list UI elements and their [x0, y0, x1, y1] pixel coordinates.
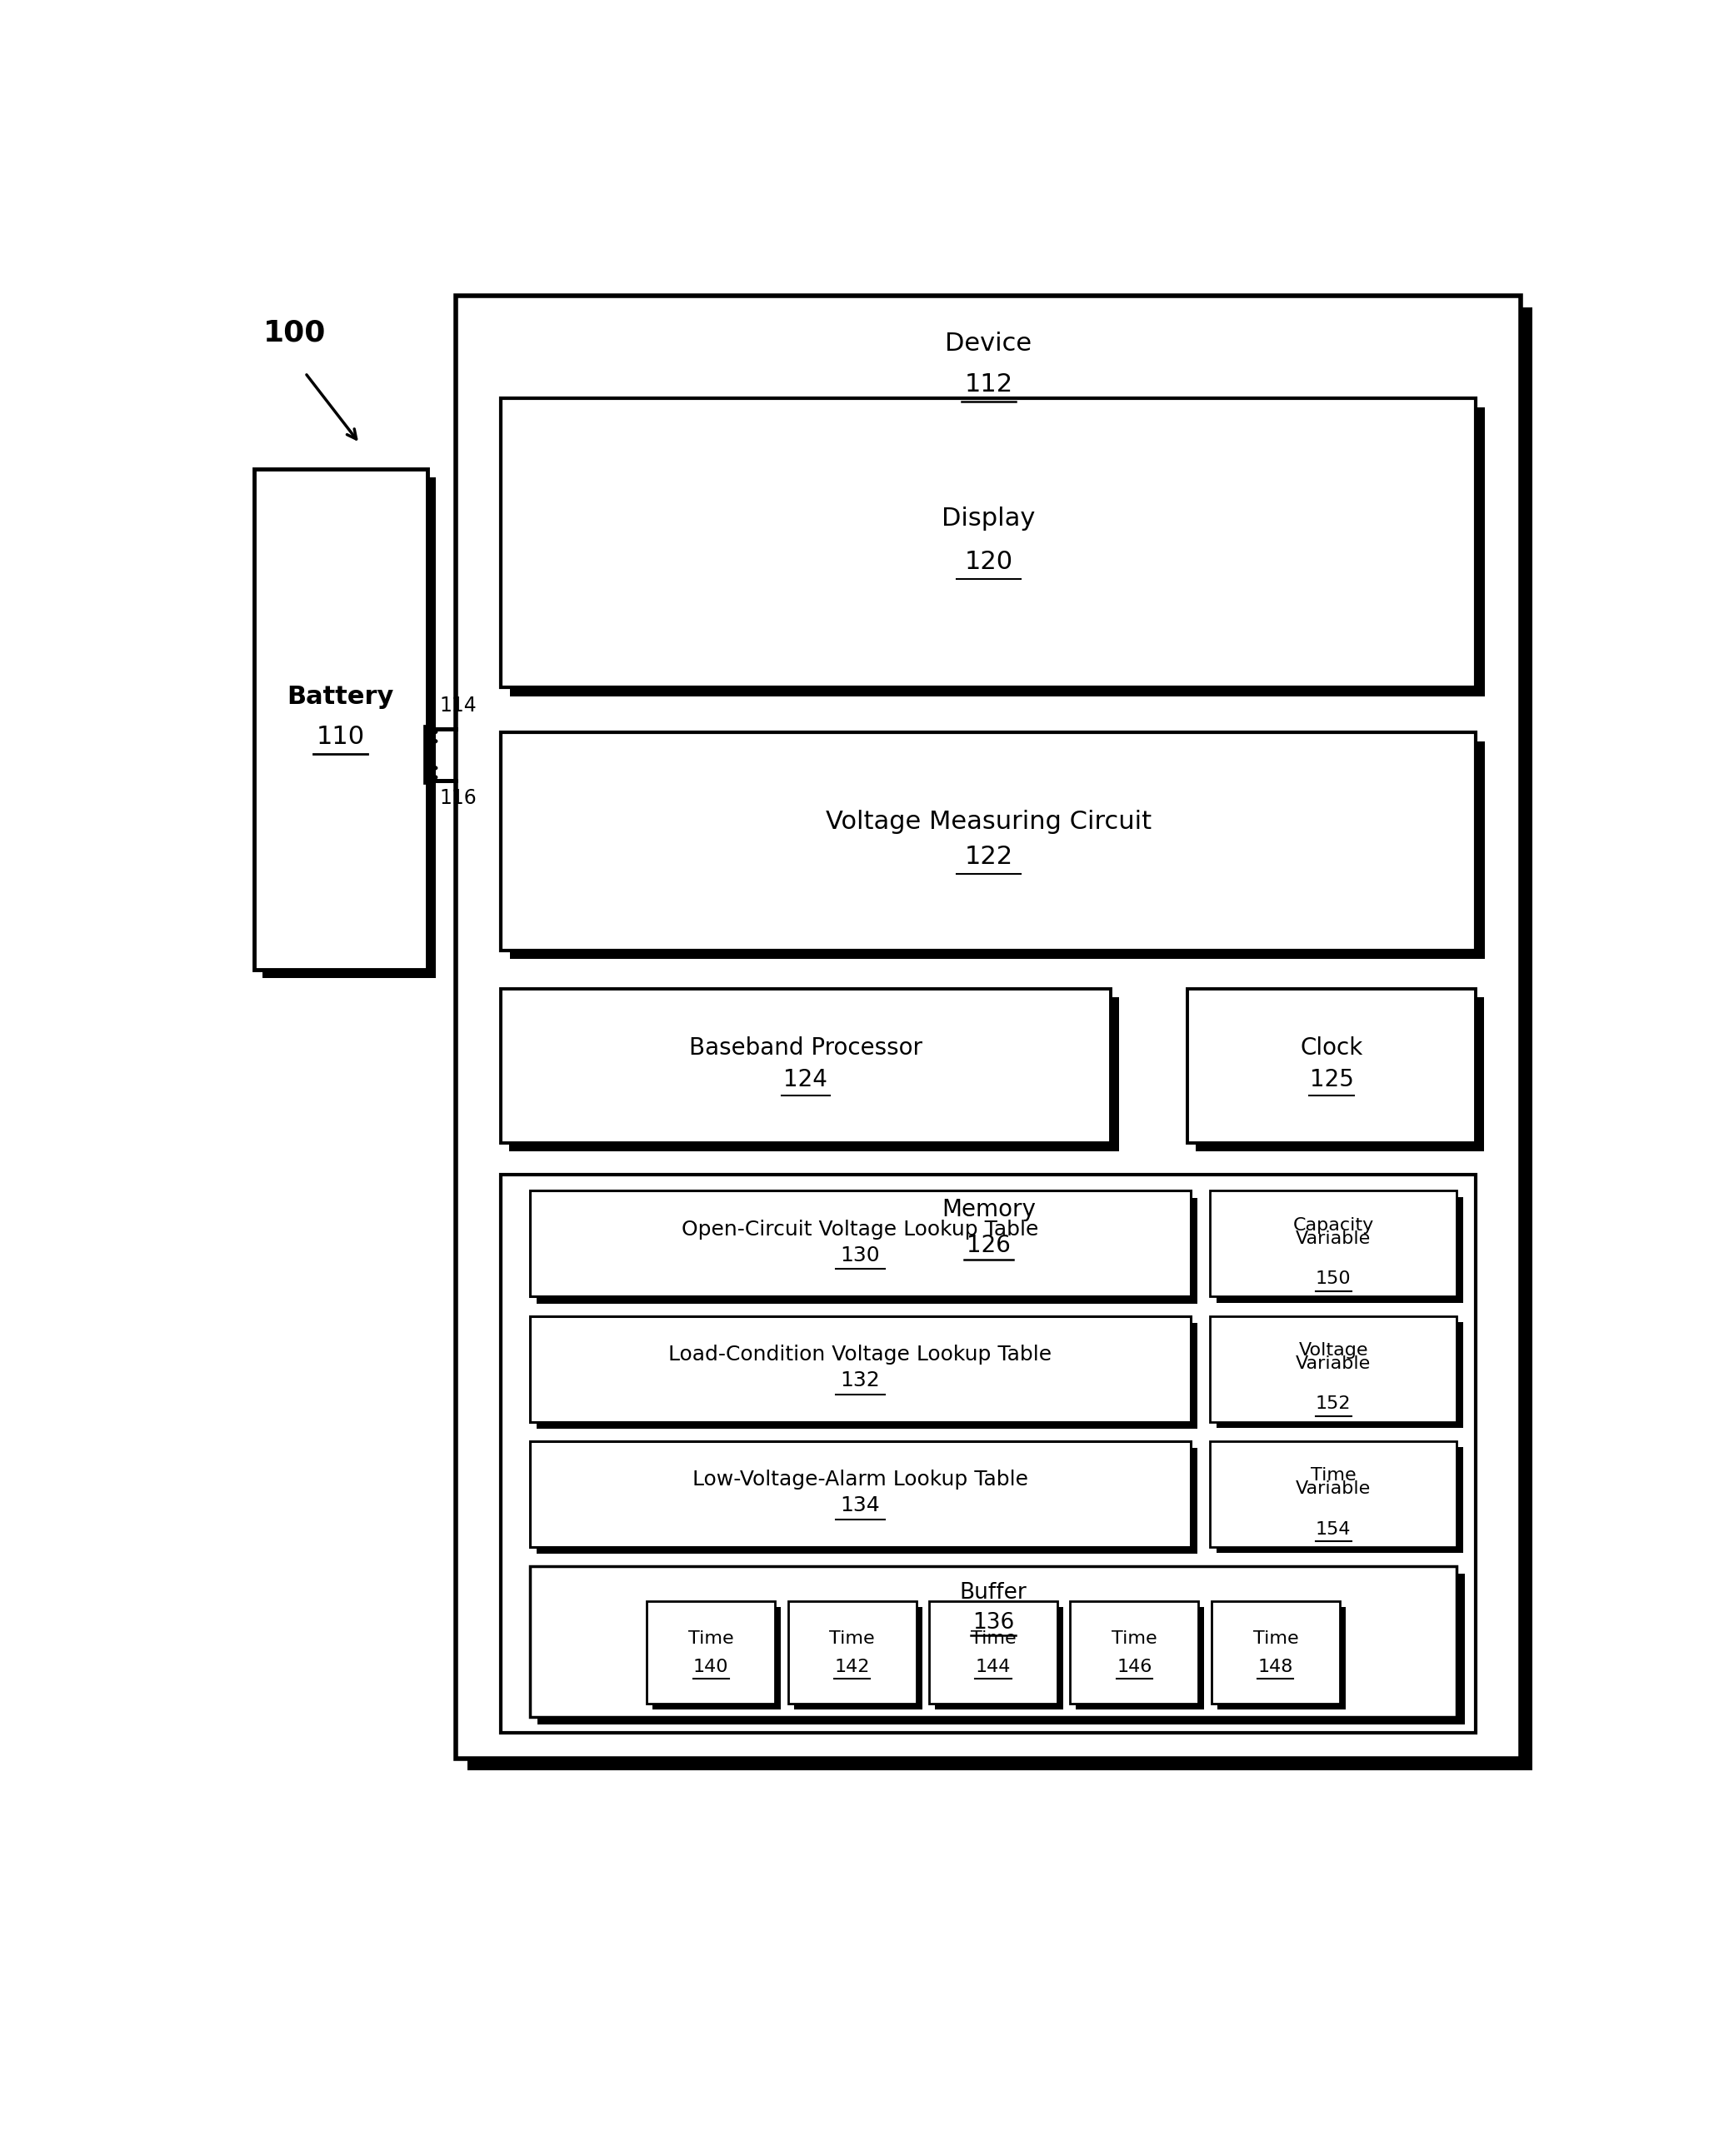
Text: 112: 112 [965, 373, 1013, 397]
Bar [511, 1184, 1486, 1742]
Bar [538, 1574, 1464, 1725]
Text: 146: 146 [1118, 1658, 1152, 1675]
Text: 148: 148 [1258, 1658, 1294, 1675]
Bar [1210, 1440, 1457, 1546]
Text: 144: 144 [975, 1658, 1011, 1675]
Bar [646, 1602, 775, 1703]
Text: 130: 130 [840, 1246, 879, 1266]
Bar [456, 295, 1520, 1759]
Bar [929, 1602, 1058, 1703]
Bar [500, 1175, 1476, 1733]
Bar [1196, 996, 1484, 1151]
Bar [1210, 1190, 1457, 1296]
Bar [500, 990, 1111, 1143]
Text: Memory: Memory [941, 1199, 1035, 1222]
Text: 134: 134 [840, 1496, 879, 1516]
Bar [1217, 1322, 1464, 1427]
Text: 140: 140 [692, 1658, 728, 1675]
Bar [934, 1606, 1063, 1710]
Text: 124: 124 [783, 1067, 828, 1091]
Bar [1217, 1606, 1345, 1710]
Text: Low-Voltage-Alarm Lookup Table: Low-Voltage-Alarm Lookup Table [692, 1470, 1028, 1490]
Bar [530, 1315, 1191, 1421]
Bar [1217, 1447, 1464, 1552]
Text: 125: 125 [1309, 1067, 1354, 1091]
Text: 142: 142 [835, 1658, 869, 1675]
Bar [536, 1449, 1198, 1554]
Text: Variable: Variable [1296, 1481, 1371, 1496]
Bar [530, 1190, 1191, 1296]
Bar [468, 308, 1532, 1770]
Text: Variable: Variable [1296, 1356, 1371, 1371]
Bar [1217, 1197, 1464, 1302]
Text: 136: 136 [972, 1613, 1015, 1634]
Bar [262, 476, 435, 979]
Text: 126: 126 [967, 1233, 1011, 1257]
Text: 152: 152 [1316, 1395, 1351, 1412]
Bar [509, 996, 1119, 1151]
Text: 110: 110 [315, 724, 365, 750]
Text: Battery: Battery [286, 686, 394, 709]
Text: Time: Time [689, 1630, 734, 1647]
Text: Display: Display [941, 507, 1035, 530]
Bar [530, 1440, 1191, 1546]
Text: 114: 114 [440, 696, 476, 716]
Text: Time: Time [1253, 1630, 1297, 1647]
Text: 122: 122 [965, 845, 1013, 869]
Text: 150: 150 [1316, 1270, 1351, 1287]
Bar [1188, 990, 1476, 1143]
Text: Load-Condition Voltage Lookup Table: Load-Condition Voltage Lookup Table [668, 1345, 1052, 1365]
Text: Buffer: Buffer [960, 1583, 1027, 1604]
Text: Open-Circuit Voltage Lookup Table: Open-Circuit Voltage Lookup Table [682, 1220, 1039, 1240]
Text: Time: Time [1311, 1468, 1356, 1483]
Bar [653, 1606, 782, 1710]
Text: Time: Time [830, 1630, 874, 1647]
Bar [788, 1602, 917, 1703]
Text: Baseband Processor: Baseband Processor [689, 1037, 922, 1059]
Bar [500, 399, 1476, 688]
Text: Voltage: Voltage [1299, 1343, 1368, 1358]
Bar [1076, 1606, 1205, 1710]
Bar [1070, 1602, 1198, 1703]
Bar [254, 470, 427, 970]
Text: 116: 116 [440, 789, 476, 808]
Bar [509, 742, 1484, 959]
Bar [509, 407, 1484, 696]
Bar [794, 1606, 922, 1710]
Text: Variable: Variable [1296, 1231, 1371, 1246]
Text: Clock: Clock [1301, 1037, 1363, 1059]
Text: 100: 100 [264, 319, 326, 347]
Bar [536, 1199, 1198, 1304]
Text: 154: 154 [1316, 1520, 1351, 1537]
Bar [530, 1565, 1457, 1716]
Text: Capacity: Capacity [1292, 1218, 1375, 1233]
Text: Voltage Measuring Circuit: Voltage Measuring Circuit [826, 811, 1152, 834]
Bar [1212, 1602, 1340, 1703]
Bar [536, 1324, 1198, 1429]
Text: 120: 120 [965, 550, 1013, 573]
Text: Time: Time [1112, 1630, 1157, 1647]
Text: Time: Time [970, 1630, 1016, 1647]
Bar [1210, 1315, 1457, 1421]
Text: 132: 132 [840, 1371, 879, 1391]
Text: Device: Device [944, 332, 1032, 356]
Bar [500, 733, 1476, 951]
